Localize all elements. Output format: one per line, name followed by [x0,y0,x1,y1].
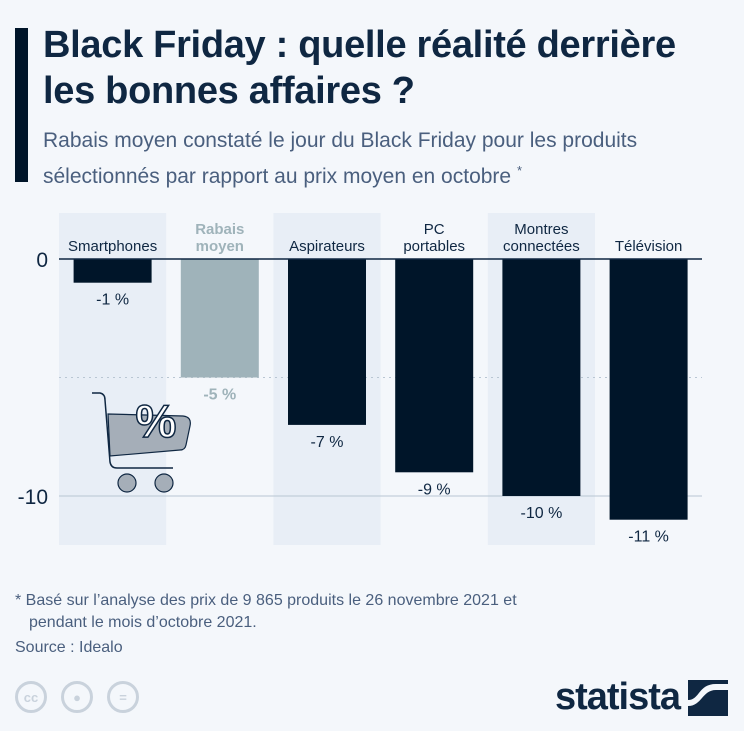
bar [609,259,688,520]
category-label: portables [403,238,465,255]
cc-icon: cc [15,681,47,713]
y-tick-label: 0 [36,249,48,272]
source: Source : Idealo [15,639,123,656]
brand-name: statista [554,676,681,718]
subtitle: Rabais moyen constaté le jour du Black F… [43,126,743,192]
footnote-line-1: * Basé sur l’analyse des prix de 9 865 p… [15,592,517,609]
y-tick-label: -10 [18,486,48,509]
category-label: PC [424,221,445,238]
bar [73,259,152,283]
data-label: -7 % [311,434,344,451]
data-label: -11 % [628,529,669,546]
statista-logo: statista [555,676,728,719]
category-label: Montres [514,221,568,238]
bar [395,259,474,473]
bar [180,259,259,378]
bar [502,259,581,496]
category-label: Aspirateurs [289,238,365,255]
data-label: -1 % [96,292,129,309]
page-title: Black Friday : quelle réalité derrière l… [43,24,676,112]
bar [288,259,366,425]
category-label: Rabais [195,221,244,238]
data-label: -5 % [203,387,236,404]
data-label: -10 % [521,505,563,522]
footnote-mark: * [516,163,523,178]
category-label: Smartphones [68,238,157,255]
category-label: connectées [503,238,580,255]
svg-text:%: % [136,395,177,447]
title-accent-bar [15,28,28,182]
footnote-line-2: pendant le mois d’octobre 2021. [29,614,257,631]
category-label: Télévision [615,238,683,255]
footnote: * Basé sur l’analyse des prix de 9 865 p… [15,590,517,634]
category-label: moyen [196,238,244,255]
subtitle-text: Rabais moyen constaté le jour du Black F… [43,129,638,188]
attribution-icon: ● [61,681,93,713]
data-label: -9 % [418,481,451,498]
shopping-cart-percent-icon: % [92,392,191,493]
no-derivatives-icon: = [107,681,139,713]
statista-mark-icon [688,679,728,716]
